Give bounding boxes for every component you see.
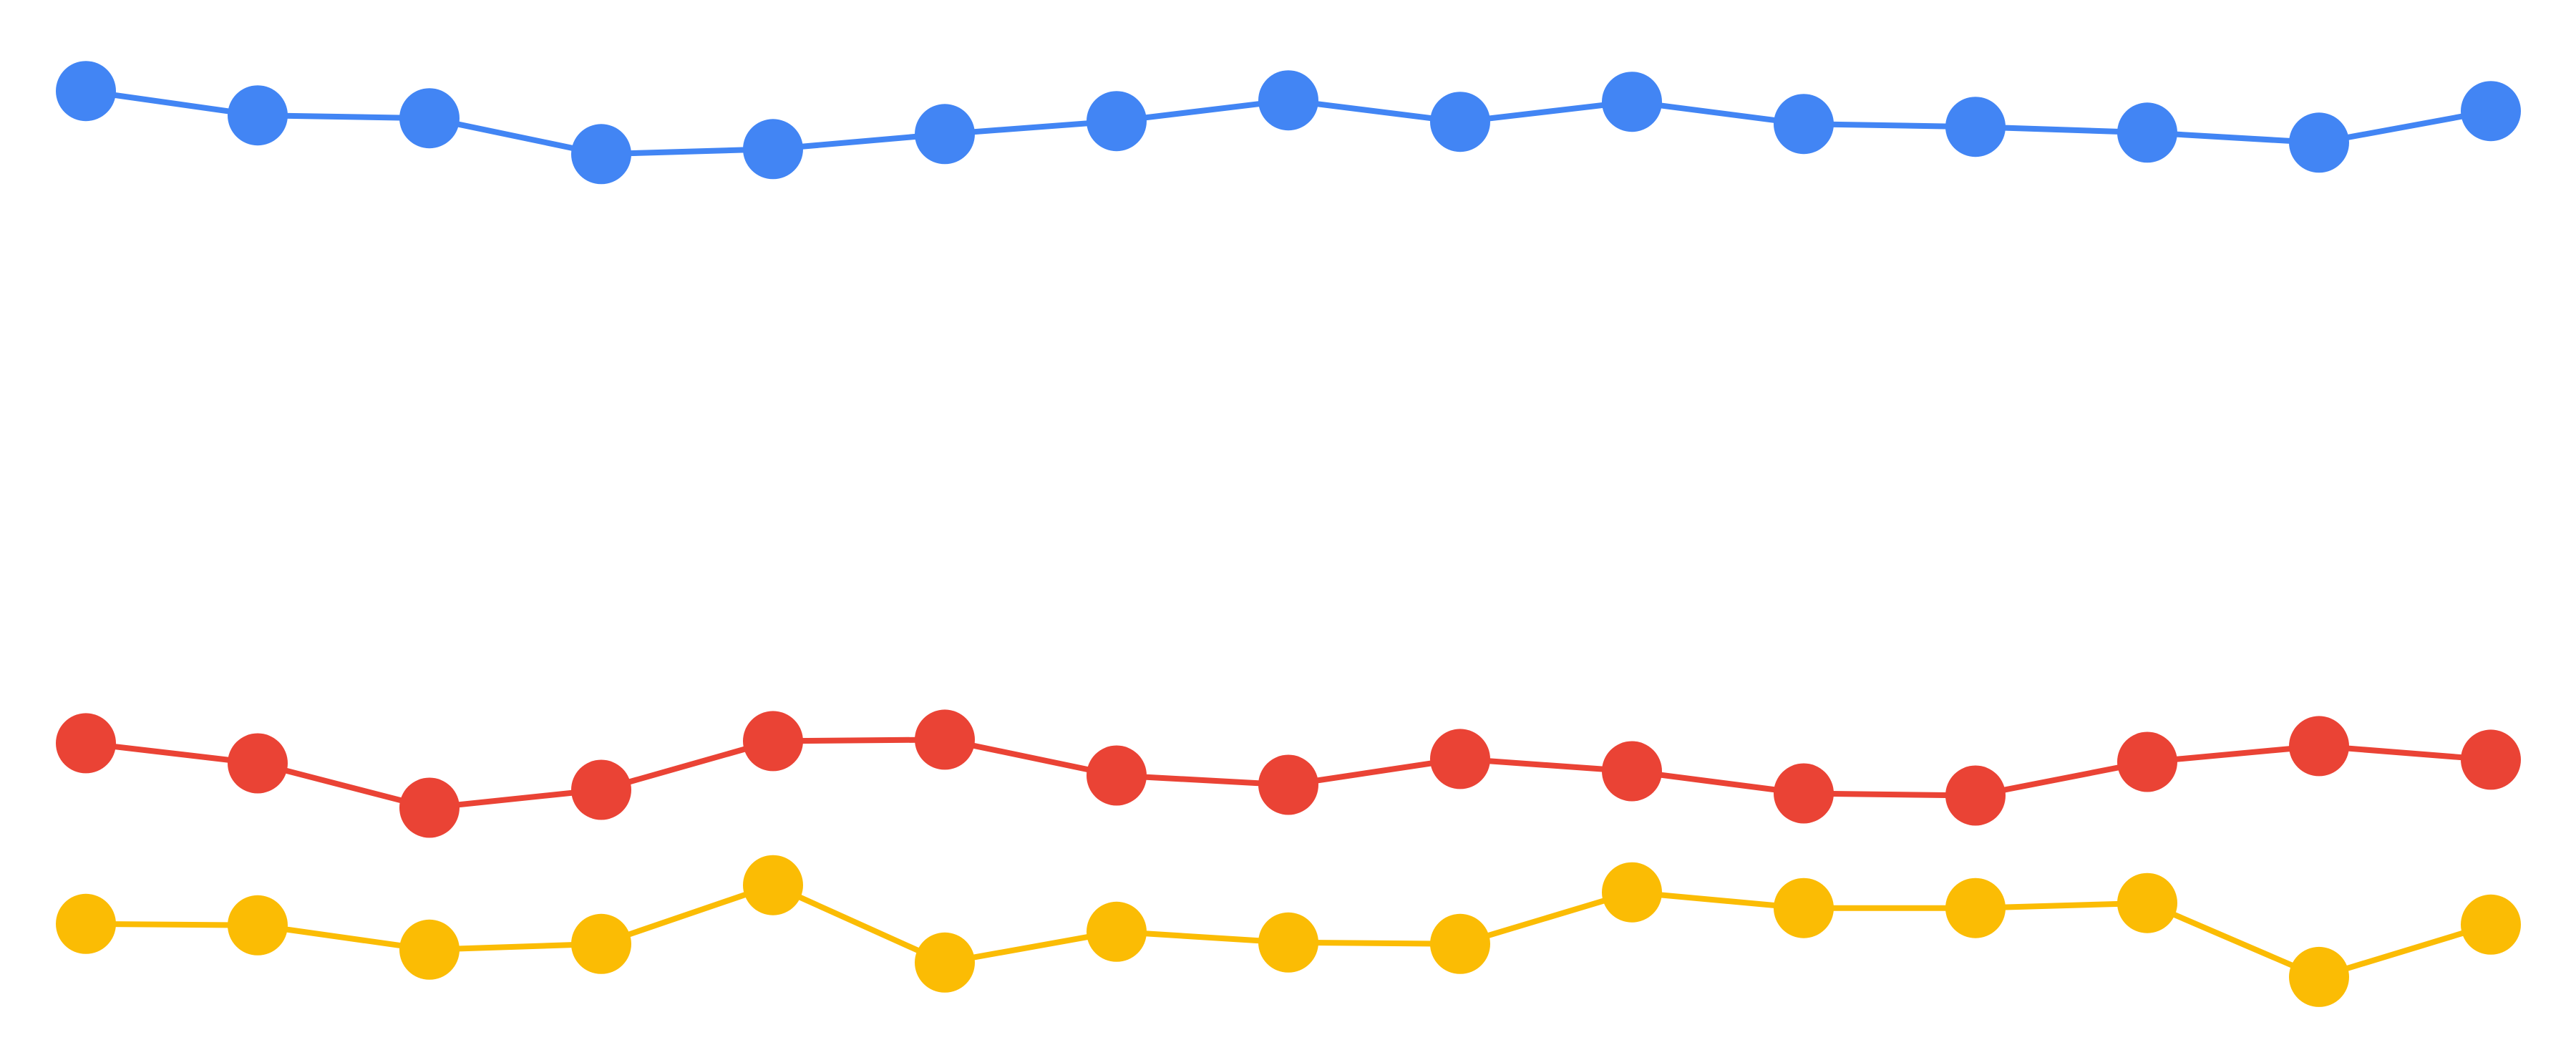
series-2-point-15 [2461,729,2521,790]
series-3-point-12 [1945,878,2006,938]
series-1-point-6 [915,104,975,165]
series-3-point-13 [2117,872,2177,933]
series-1-point-3 [399,88,460,149]
series-3 [56,855,2521,1007]
series-1-point-7 [1087,91,1147,152]
series-2-point-4 [571,759,631,820]
series-2-point-6 [915,709,975,770]
series-2-point-9 [1430,729,1490,789]
series-1-point-8 [1258,70,1318,131]
series-1-point-4 [571,124,631,185]
series-2-point-12 [1945,765,2006,826]
series-2-point-10 [1602,741,1662,802]
series-3-point-14 [2289,946,2349,1007]
series-2 [56,709,2521,838]
series-1-point-5 [743,119,803,180]
series-1-point-13 [2117,102,2177,163]
series-3-point-3 [399,919,460,980]
series-2-point-7 [1087,745,1147,806]
series-3-point-2 [228,895,288,956]
series-2-point-11 [1774,763,1834,824]
series-1 [56,61,2521,185]
series-1-point-12 [1945,97,2006,157]
series-3-point-7 [1087,901,1147,962]
series-3-point-9 [1430,913,1490,974]
series-3-point-11 [1774,878,1834,938]
series-1-point-15 [2461,81,2521,142]
series-1-point-11 [1774,94,1834,155]
series-1-point-2 [228,85,288,146]
series-2-point-8 [1258,754,1318,815]
series-2-point-13 [2117,731,2177,792]
series-2-point-3 [399,777,460,838]
series-3-point-15 [2461,894,2521,955]
series-2-point-5 [743,711,803,772]
series-3-point-10 [1602,862,1662,923]
series-1-point-14 [2289,112,2349,173]
series-2-point-1 [56,713,116,774]
series-3-point-5 [743,855,803,915]
series-3-point-4 [571,913,631,974]
series-2-point-14 [2289,716,2349,777]
series-1-point-10 [1602,72,1662,132]
series-3-point-8 [1258,912,1318,973]
series-3-point-6 [915,932,975,993]
series-1-point-9 [1430,92,1490,152]
series-2-point-2 [228,733,288,794]
series-1-point-1 [56,61,116,122]
series-3-point-1 [56,893,116,954]
